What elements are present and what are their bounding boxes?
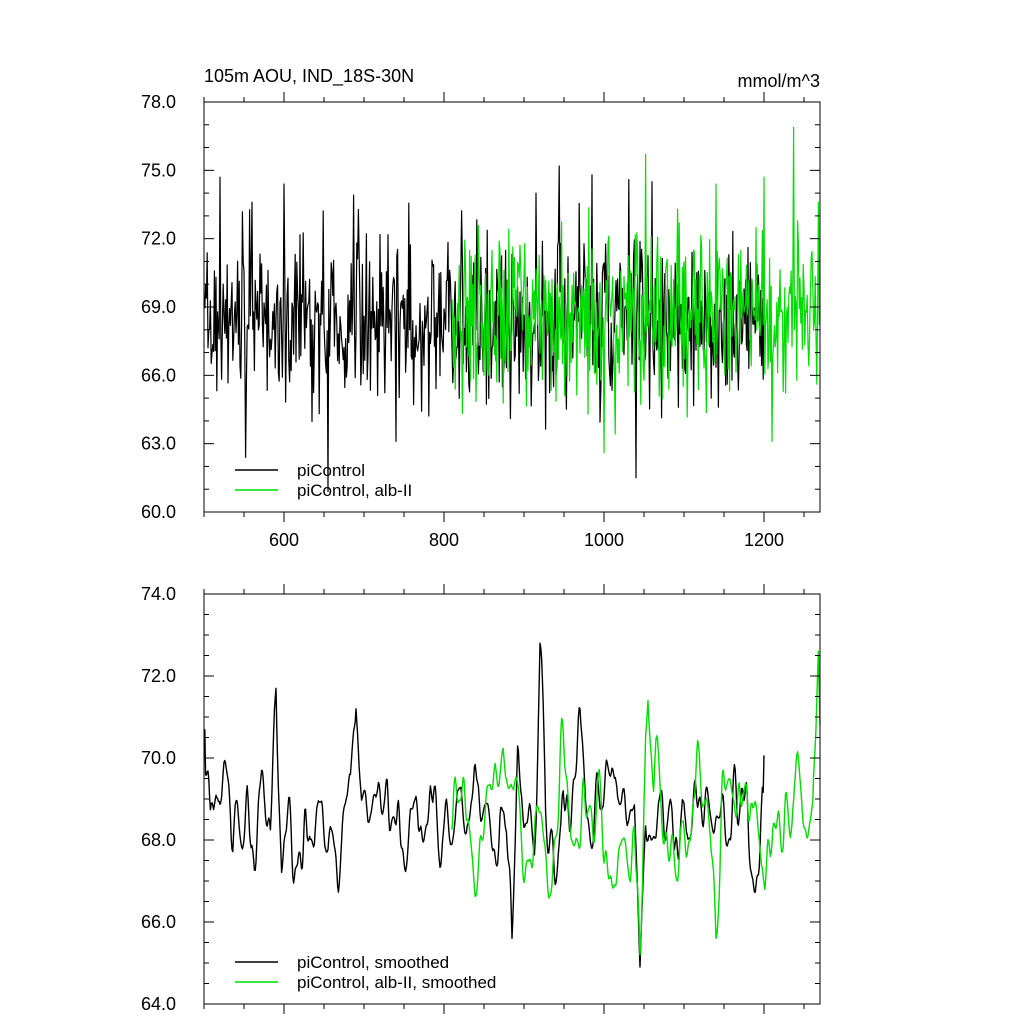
- top-chart-ticks: 600 800 1000 1200 60.0 63.0 66.0 69.0 72.0 75.0 78…: [141, 92, 820, 550]
- x-tick-label: 800: [429, 530, 459, 550]
- bottom-chart-series: [204, 642, 821, 968]
- x-tick-label: 1000: [584, 530, 624, 550]
- legend-label-picontrol: piControl: [297, 461, 365, 480]
- bottom-chart: 64.0 66.0 68.0 70.0 72.0 74.0 piControl, smoo…: [141, 584, 821, 1014]
- top-chart-series: [204, 126, 821, 493]
- bottom-chart-frame: [203, 593, 821, 1005]
- y-tick-label: 60.0: [141, 502, 176, 522]
- legend-label-alb-ii: piControl, alb-II: [297, 481, 412, 500]
- series-line-alb-ii: [451, 126, 821, 454]
- y-tick-label: 78.0: [141, 92, 176, 112]
- bottom-chart-legend: piControl, smoothed piControl, alb-II, s…: [235, 953, 496, 992]
- series-line-picontrol-smoothed: [204, 642, 765, 968]
- y-tick-label: 69.0: [141, 297, 176, 317]
- top-chart-units: mmol/m^3: [738, 71, 820, 91]
- y-tick-label: 75.0: [141, 160, 176, 180]
- top-chart-title: 105m AOU, IND_18S-30N: [204, 66, 414, 87]
- y-tick-label: 63.0: [141, 434, 176, 454]
- top-chart: 600 800 1000 1200 60.0 63.0 66.0 69.0 72.0 75.0 78…: [141, 92, 821, 550]
- y-tick-label: 68.0: [141, 830, 176, 850]
- x-tick-label: 1200: [744, 530, 784, 550]
- series-line-alb-ii-smoothed: [451, 650, 821, 956]
- y-tick-label: 64.0: [141, 994, 176, 1014]
- y-tick-label: 72.0: [141, 229, 176, 249]
- x-tick-label: 600: [269, 530, 299, 550]
- y-tick-label: 66.0: [141, 365, 176, 385]
- y-tick-label: 66.0: [141, 912, 176, 932]
- y-tick-label: 70.0: [141, 748, 176, 768]
- legend-label-picontrol-smoothed: piControl, smoothed: [297, 953, 449, 972]
- y-tick-label: 74.0: [141, 584, 176, 604]
- y-tick-label: 72.0: [141, 666, 176, 686]
- bottom-chart-ticks: 64.0 66.0 68.0 70.0 72.0 74.0: [141, 584, 820, 1014]
- legend-label-alb-ii-smoothed: piControl, alb-II, smoothed: [297, 973, 496, 992]
- top-chart-legend: piControl piControl, alb-II: [235, 461, 412, 500]
